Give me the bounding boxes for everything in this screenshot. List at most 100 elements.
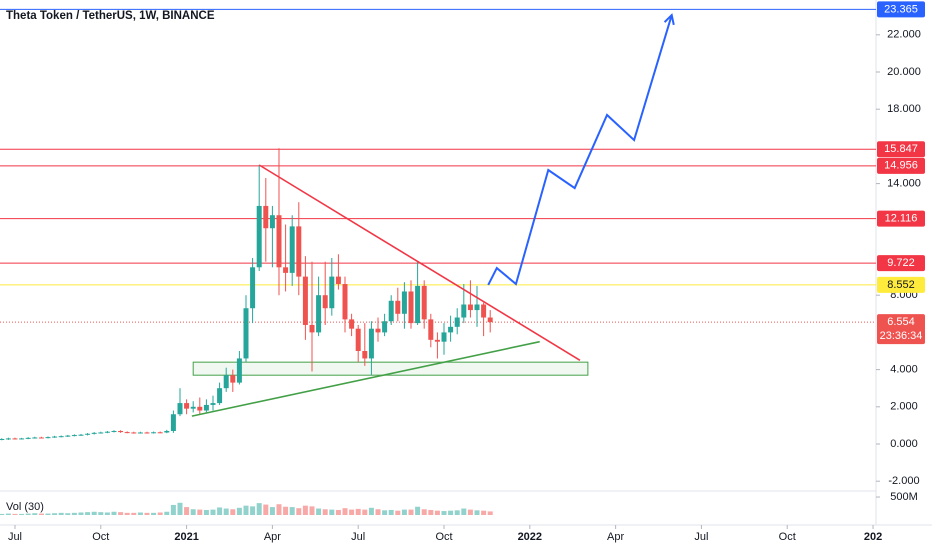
volume-bar [144,512,150,515]
volume-bar [395,510,401,515]
candle-body [421,285,427,320]
candle-body [289,226,295,273]
candle-body [157,432,163,434]
candle-body [302,276,308,325]
volume-bar [441,511,447,515]
y-tick-label: 2.000 [890,401,918,413]
volume-bar [401,509,407,515]
y-tick-label: 22.000 [887,29,921,41]
volume-bar [388,509,394,515]
candle-body [329,276,335,309]
x-tick-label: 2021 [174,531,198,543]
level-label: 6.554 [887,316,915,328]
candle-body [230,375,236,383]
volume-bar [467,509,473,515]
level-label: 9.722 [887,257,915,269]
candle-body [250,267,256,309]
candle-body [415,285,421,324]
level-label-box [877,210,925,227]
x-tick-label: 202 [864,531,882,543]
volume-bar [236,507,242,515]
candle-body [382,321,388,333]
volume-bar [137,512,143,515]
candle-body [474,304,480,311]
candle-body [408,291,414,324]
volume-bar [131,512,137,515]
volume-bar [104,512,110,515]
volume-title: Vol (30) [6,501,44,513]
candle-body [85,433,91,435]
candle-body [487,317,493,323]
candle-body [335,276,341,285]
candle-body [0,438,5,440]
projection-path [487,14,673,286]
volume-bar [118,512,124,515]
x-tick-label: Jul [351,531,365,543]
candle-body [362,351,368,359]
volume-bar [0,513,5,515]
volume-bar [243,505,249,515]
x-tick-label: Apr [264,531,281,543]
candle-body [19,438,25,440]
candle-body [118,430,124,433]
x-tick-label: 2022 [518,531,542,543]
volume-bar [474,510,480,515]
candle-body [355,328,361,352]
candle-body [401,291,407,314]
candle-body [481,304,487,318]
level-label-box [877,141,925,158]
candle-body [78,434,84,436]
volume-bar [184,507,190,515]
candle-body [217,388,223,404]
candle-body [368,328,374,359]
volume-bar [362,509,368,515]
candle-body [434,339,440,342]
volume-bar [375,509,381,515]
volume-bar [316,508,322,515]
volume-bar [382,510,388,515]
volume-bar [91,511,97,515]
volume-bar [349,509,355,515]
volume-bar [190,509,196,515]
level-label-box [877,314,925,345]
volume-bar [223,508,229,515]
candle-body [177,403,183,415]
volume-bar [210,509,216,515]
volume-bar [177,502,183,515]
volume-bar [421,509,427,515]
candle-body [164,430,170,433]
volume-bar [250,506,256,515]
volume-bar [58,512,64,515]
y-tick-label: -2.000 [888,475,919,487]
x-tick-label: Oct [779,531,796,543]
volume-bar [335,509,341,515]
candle-body [388,300,394,322]
candle-body [144,432,150,434]
volume-bar [217,507,223,515]
volume-bar [481,510,487,515]
volume-bar [415,506,421,515]
candle-body [71,435,77,437]
candle-body [45,437,51,439]
volume-bar [296,508,302,515]
candle-body [276,215,282,268]
volume-bar [38,513,44,515]
candle-body [283,267,289,273]
candle-body [256,205,262,268]
level-label: 23.365 [884,3,918,15]
volume-bar [269,507,275,515]
volume-tick-label: 500M [890,491,918,503]
candle-body [137,432,143,434]
volume-bar [98,512,104,515]
candle-body [151,432,157,434]
volume-bar [85,512,91,515]
projection-arrowhead [663,13,675,26]
candle-body [190,406,196,409]
volume-bar [230,509,236,515]
level-label-box [877,157,925,174]
plot-area [0,8,876,515]
volume-bar [170,504,176,515]
axes: -2.0000.0002.0004.0008.00014.00018.00020… [8,1,925,543]
y-tick-label: 4.000 [890,364,918,376]
